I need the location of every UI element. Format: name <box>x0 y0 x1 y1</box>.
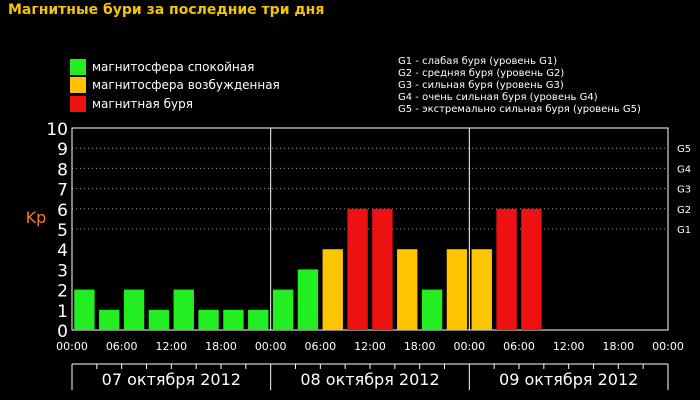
kp-bar-12 <box>372 208 393 330</box>
g-level-label-g1: G1 <box>677 225 691 236</box>
y-tick-label-0: 0 <box>57 322 68 342</box>
legend-item-storm: магнитная буря <box>70 95 193 113</box>
legend-label-disturbed: магнитосфера возбужденная <box>92 78 280 92</box>
kp-bar-1 <box>99 309 120 330</box>
kp-bar-6 <box>223 309 244 330</box>
y-tick-label-5: 5 <box>57 221 68 241</box>
kp-bar-8 <box>272 289 294 330</box>
kp-bar-10 <box>322 249 343 330</box>
x-tick-label-11: 18:00 <box>602 340 634 353</box>
y-tick-label-7: 7 <box>57 181 68 201</box>
kp-bar-3 <box>148 309 170 330</box>
y-tick-label-9: 9 <box>57 140 68 160</box>
y-tick-label-10: 10 <box>46 120 68 140</box>
x-tick-label-6: 12:00 <box>354 340 386 353</box>
y-tick-label-4: 4 <box>57 241 68 261</box>
storm-scale-g5: G5 - экстремально сильная буря (уровень … <box>398 104 641 115</box>
g-level-label-g3: G3 <box>677 185 691 196</box>
legend-swatch-quiet <box>70 59 86 75</box>
x-tick-label-12: 00:00 <box>652 340 684 353</box>
g-level-label-g4: G4 <box>677 164 691 175</box>
kp-bar-7 <box>248 309 269 330</box>
kp-bar-11 <box>347 208 368 330</box>
x-tick-label-8: 00:00 <box>453 340 485 353</box>
kp-bar-4 <box>173 289 194 330</box>
kp-bar-9 <box>297 269 319 330</box>
day-label-2: 09 октября 2012 <box>499 370 638 389</box>
x-tick-label-5: 06:00 <box>304 340 336 353</box>
y-tick-label-3: 3 <box>57 261 68 281</box>
y-axis-label: Kp <box>26 208 47 227</box>
x-tick-label-7: 18:00 <box>404 340 436 353</box>
x-tick-label-3: 18:00 <box>205 340 237 353</box>
kp-bar-14 <box>421 289 443 330</box>
x-tick-label-0: 00:00 <box>56 340 88 353</box>
kp-bar-15 <box>446 249 468 330</box>
legend-item-quiet: магнитосфера спокойная <box>70 58 254 76</box>
storm-scale-g1: G1 - слабая буря (уровень G1) <box>398 56 558 67</box>
x-tick-label-1: 06:00 <box>106 340 138 353</box>
kp-bar-18 <box>521 208 542 330</box>
chart-title: Магнитные бури за последние три дня <box>8 2 325 18</box>
legend-swatch-storm <box>70 96 86 112</box>
kp-bar-17 <box>496 208 517 330</box>
storm-scale-g4: G4 - очень сильная буря (уровень G4) <box>398 92 598 103</box>
y-tick-label-1: 1 <box>57 302 68 322</box>
day-label-1: 08 октября 2012 <box>300 370 439 389</box>
storm-scale-g2: G2 - средняя буря (уровень G2) <box>398 68 565 79</box>
x-tick-label-10: 12:00 <box>553 340 585 353</box>
legend-label-quiet: магнитосфера спокойная <box>92 60 255 74</box>
y-tick-label-8: 8 <box>57 160 68 180</box>
x-tick-label-4: 00:00 <box>255 340 287 353</box>
storm-scale-g3: G3 - сильная буря (уровень G3) <box>398 80 564 91</box>
kp-bar-0 <box>74 289 95 330</box>
legend-item-disturbed: магнитосфера возбужденная <box>70 76 280 94</box>
x-tick-label-9: 06:00 <box>503 340 535 353</box>
storm-scale-legend: G1 - слабая буря (уровень G1) G2 - средн… <box>398 56 641 116</box>
y-tick-label-2: 2 <box>57 282 68 302</box>
plot-frame <box>71 127 669 331</box>
x-tick-label-2: 12:00 <box>155 340 187 353</box>
legend-swatch-disturbed <box>70 77 86 93</box>
legend-label-storm: магнитная буря <box>92 97 193 111</box>
kp-bar-5 <box>198 309 219 330</box>
kp-bar-13 <box>397 249 418 330</box>
kp-bar-2 <box>123 289 145 330</box>
kp-bar-16 <box>471 249 492 330</box>
day-label-0: 07 октября 2012 <box>102 370 241 389</box>
g-level-label-g5: G5 <box>677 144 691 155</box>
g-level-label-g2: G2 <box>677 205 691 216</box>
y-tick-label-6: 6 <box>57 201 68 221</box>
